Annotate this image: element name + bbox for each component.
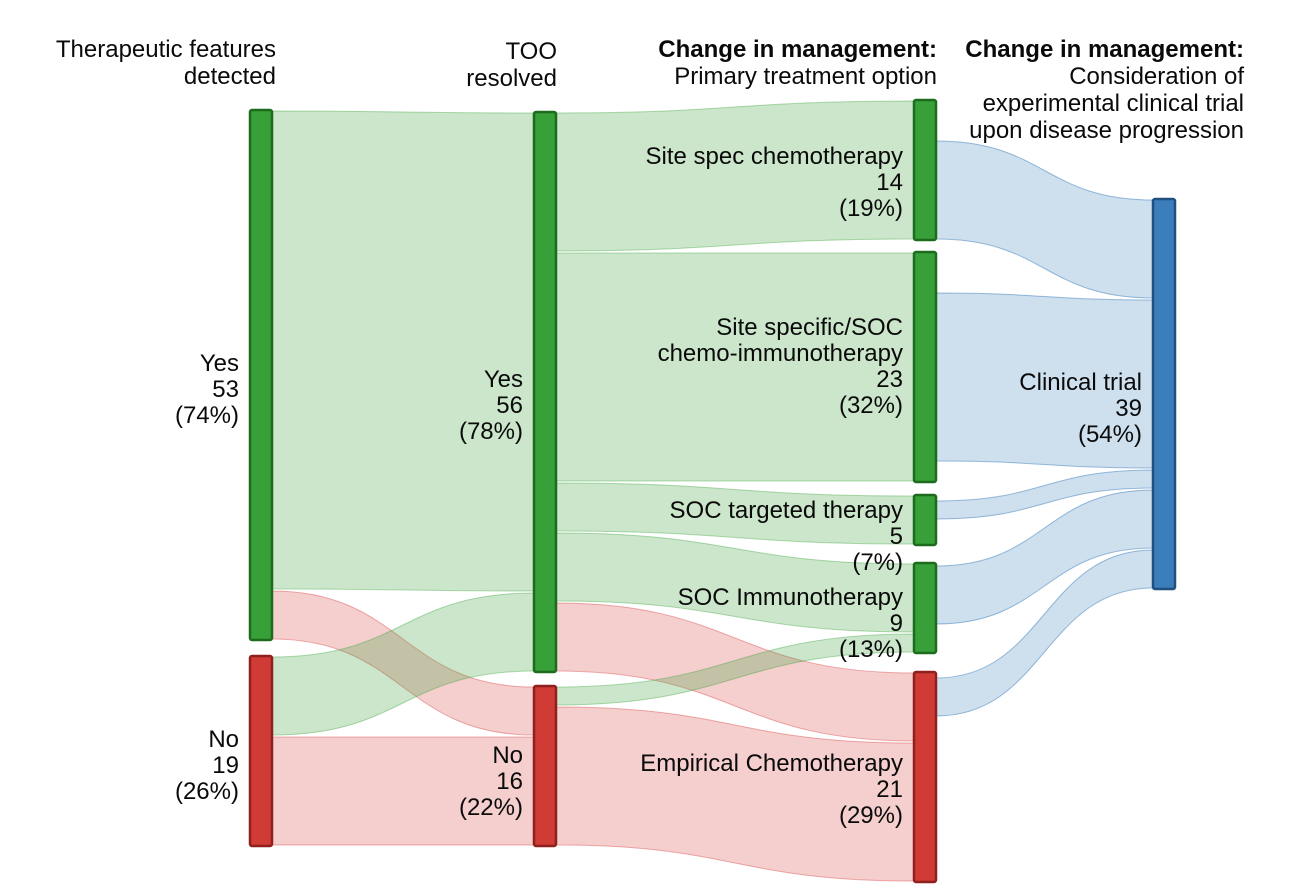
node-label-line: Yes xyxy=(199,350,239,377)
node-label-line: (7%) xyxy=(852,549,903,576)
node-label-line: 39 xyxy=(1115,395,1142,422)
node-label-line: 23 xyxy=(876,366,903,393)
node-label-line: 53 xyxy=(212,376,239,403)
node-label-tf_yes: Yes 53 (74%) xyxy=(175,351,239,429)
node-label-line: 16 xyxy=(496,768,523,795)
node-label-empirical: Empirical Chemotherapy 21 (29%) xyxy=(640,751,903,829)
node-label-line: 21 xyxy=(876,776,903,803)
node-label-site_spec: Site spec chemotherapy 14 (19%) xyxy=(646,144,903,222)
header-line: Change in management: xyxy=(658,36,937,63)
node-label-line: (54%) xyxy=(1077,421,1142,448)
column-header-primary-treatment-option: Change in management: Primary treatment … xyxy=(658,36,937,90)
sankey-node-too_no xyxy=(532,684,558,848)
header-line: Therapeutic features xyxy=(55,36,276,63)
sankey-link-site_spec-clinical_trial xyxy=(935,140,1154,299)
header-line: TOO xyxy=(505,38,557,65)
node-label-line: Clinical trial xyxy=(1019,369,1142,396)
node-label-line: (74%) xyxy=(174,402,239,429)
sankey-node-tf_no xyxy=(248,654,274,848)
node-label-line: 19 xyxy=(212,752,239,779)
node-label-line: (22%) xyxy=(458,794,523,821)
node-label-line: Site specific/SOC xyxy=(716,314,903,341)
column-header-therapeutic-features-detected: Therapeutic features detected xyxy=(56,36,276,90)
node-label-line: Site spec chemotherapy xyxy=(645,143,903,170)
node-label-site_soc: Site specific/SOC chemo-immunotherapy 23 (3… xyxy=(658,315,903,419)
node-label-line: (78%) xyxy=(458,418,523,445)
node-label-line: (32%) xyxy=(838,392,903,419)
header-line: Primary treatment option xyxy=(674,63,937,90)
sankey-node-clinical_trial xyxy=(1151,197,1177,591)
node-label-line: (19%) xyxy=(838,195,903,222)
sankey-node-empirical xyxy=(912,670,938,884)
node-label-tf_no: No 19 (26%) xyxy=(175,727,239,805)
header-line: Consideration of xyxy=(1069,63,1244,90)
sankey-link-tf_yes-too_yes xyxy=(271,110,535,592)
node-label-line: 9 xyxy=(889,610,903,637)
node-label-soc_targeted: SOC targeted therapy 5 (7%) xyxy=(670,498,903,576)
header-line: resolved xyxy=(466,65,557,92)
node-label-line: No xyxy=(208,726,239,753)
header-line: experimental clinical trial xyxy=(982,90,1244,117)
node-label-line: No xyxy=(492,742,523,769)
sankey-node-tf_yes xyxy=(248,108,274,642)
node-label-clinical_trial: Clinical trial 39 (54%) xyxy=(1019,370,1142,448)
sankey-node-site_spec xyxy=(912,98,938,242)
node-label-line: SOC Immunotherapy xyxy=(677,584,903,611)
header-line: upon disease progression xyxy=(969,117,1244,144)
sankey-node-soc_targeted xyxy=(912,493,938,547)
node-label-line: (26%) xyxy=(174,778,239,805)
node-label-line: (29%) xyxy=(838,802,903,829)
sankey-node-too_yes xyxy=(532,110,558,674)
node-label-line: Yes xyxy=(483,366,523,393)
node-label-line: 5 xyxy=(889,523,903,550)
node-label-too_no: No 16 (22%) xyxy=(459,743,523,821)
node-label-line: 56 xyxy=(496,392,523,419)
node-label-line: 14 xyxy=(876,169,903,196)
column-header-too-resolved: TOO resolved xyxy=(466,38,557,92)
column-header-experimental-clinical-trial: Change in management: Consideration of e… xyxy=(965,36,1244,144)
node-label-line: chemo-immunotherapy xyxy=(657,340,903,367)
node-label-line: SOC targeted therapy xyxy=(669,497,903,524)
node-label-line: Empirical Chemotherapy xyxy=(640,750,903,777)
sankey-node-site_soc xyxy=(912,250,938,484)
node-label-too_yes: Yes 56 (78%) xyxy=(459,367,523,445)
node-label-soc_immuno: SOC Immunotherapy 9 (13%) xyxy=(678,585,903,663)
header-line: Change in management: xyxy=(965,36,1244,63)
header-line: detected xyxy=(183,63,276,90)
node-label-line: (13%) xyxy=(838,636,903,663)
sankey-node-soc_immuno xyxy=(912,561,938,655)
